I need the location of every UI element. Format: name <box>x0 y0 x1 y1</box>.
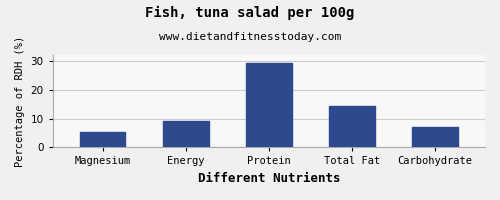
Bar <box>163 121 208 147</box>
Text: Fish, tuna salad per 100g: Fish, tuna salad per 100g <box>146 6 354 20</box>
Bar <box>80 132 126 147</box>
Bar <box>329 106 375 147</box>
Bar <box>412 127 458 147</box>
Title: Fish, tuna salad per 100g
www.dietandfitnesstoday.com: Fish, tuna salad per 100g www.dietandfit… <box>0 199 1 200</box>
Bar <box>246 63 292 147</box>
Y-axis label: Percentage of RDH (%): Percentage of RDH (%) <box>15 36 25 167</box>
X-axis label: Different Nutrients: Different Nutrients <box>198 172 340 185</box>
Text: www.dietandfitnesstoday.com: www.dietandfitnesstoday.com <box>159 32 341 42</box>
